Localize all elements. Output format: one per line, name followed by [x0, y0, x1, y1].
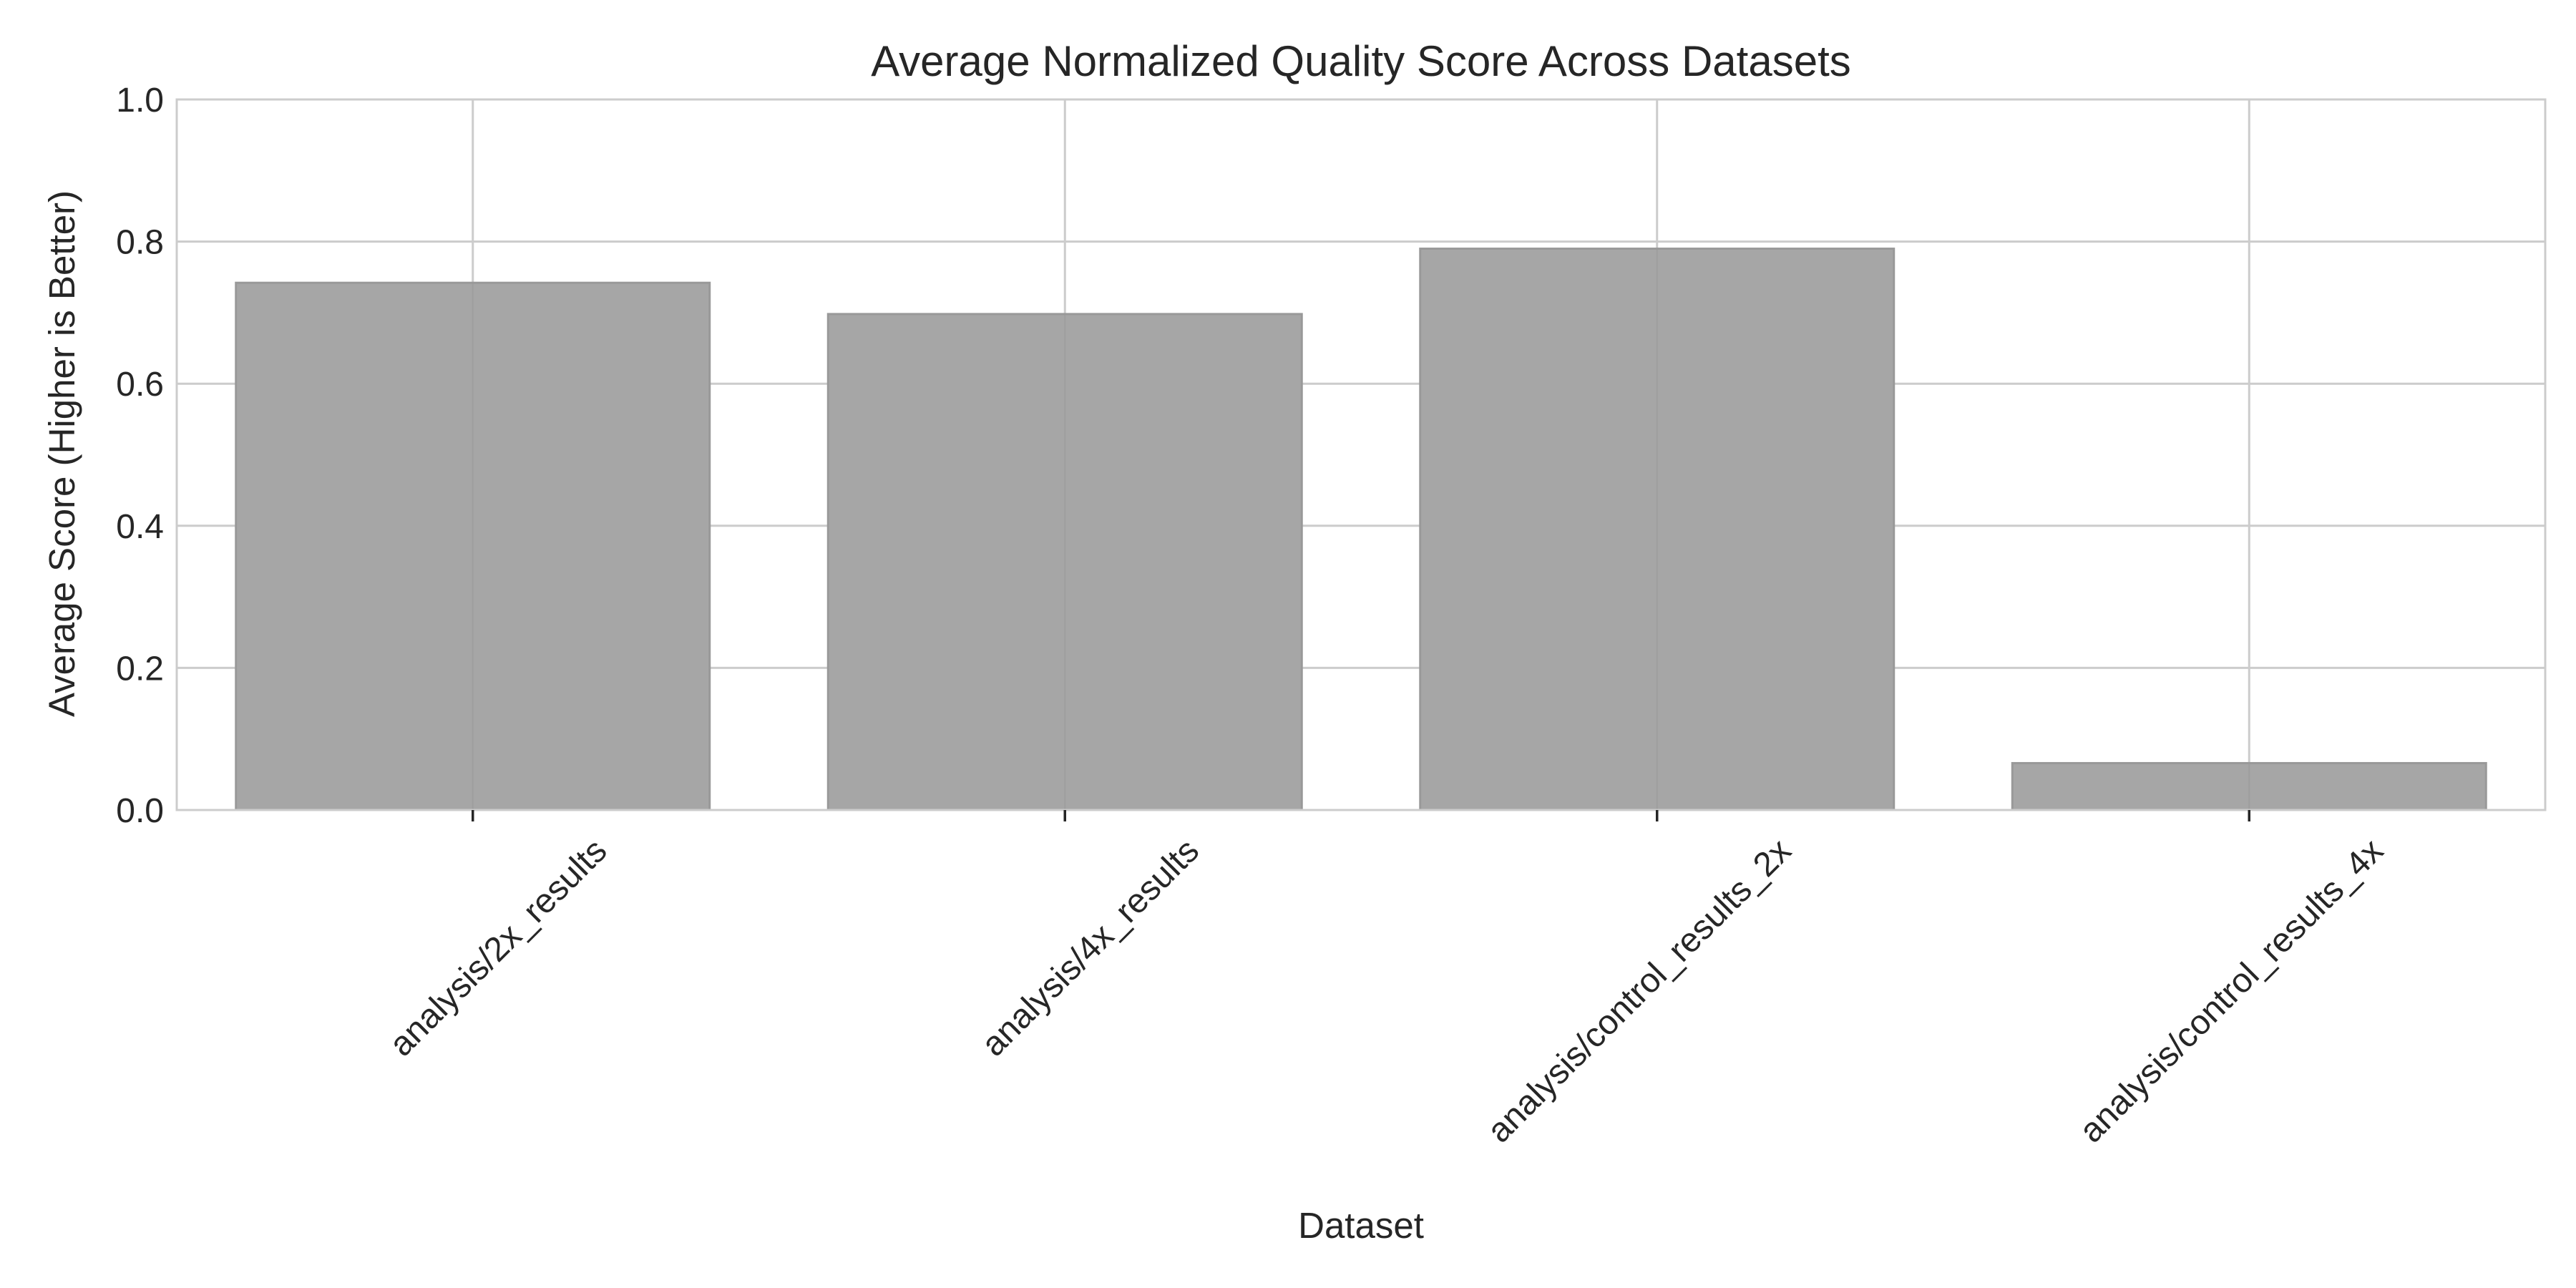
bars [235, 248, 2487, 811]
x-axis-label: Dataset [1298, 1205, 1424, 1246]
plot-area-border [175, 98, 2547, 811]
y-tick-label: 0.2 [116, 650, 164, 688]
y-axis-label: Average Score (Higher is Better) [42, 190, 82, 717]
chart-title: Average Normalized Quality Score Across … [871, 37, 1850, 85]
y-tick-label: 0.8 [116, 224, 164, 262]
y-tick-label: 0.6 [116, 366, 164, 404]
y-tick-label: 0.4 [116, 508, 164, 546]
axes-frame [175, 98, 2547, 811]
y-tick-label: 0.0 [116, 792, 164, 830]
y-tick-label: 1.0 [116, 82, 164, 119]
